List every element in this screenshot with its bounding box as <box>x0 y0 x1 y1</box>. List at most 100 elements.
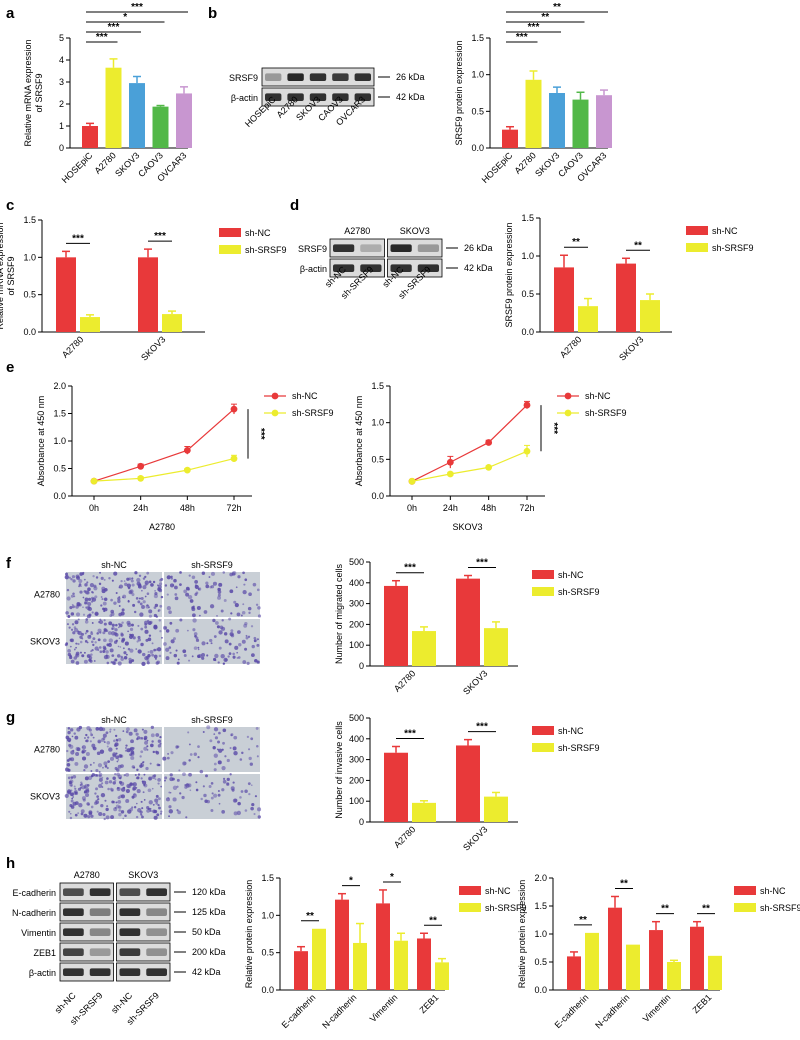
legend-label: sh-NC <box>760 886 786 896</box>
y-tick-label: 200 <box>349 619 364 629</box>
significance-label: *** <box>96 32 108 43</box>
stained-cell <box>189 599 194 603</box>
stained-cell <box>70 628 74 631</box>
stained-cell <box>105 807 109 812</box>
stained-cell <box>117 626 120 629</box>
stained-cell <box>210 796 214 800</box>
bar-sh-NC <box>335 899 349 990</box>
stained-cell <box>197 745 200 748</box>
stained-cell <box>155 802 159 805</box>
panel-label-b: b <box>208 5 217 22</box>
stained-cell <box>220 654 225 659</box>
blot-band <box>119 948 141 956</box>
stained-cell <box>128 590 133 595</box>
y-axis-label: Relative protein expression <box>244 880 254 989</box>
stained-cell <box>151 653 155 657</box>
stained-cell <box>152 803 155 806</box>
stained-cell <box>210 642 213 645</box>
significance-label: *** <box>548 422 559 434</box>
stained-cell <box>95 768 99 773</box>
y-tick-label: 1.5 <box>534 901 547 911</box>
stained-cell <box>194 584 197 587</box>
stained-cell <box>140 762 143 765</box>
stained-cell <box>222 777 226 780</box>
stained-cell <box>81 756 87 761</box>
stained-cell <box>132 786 137 791</box>
western-blot-h: E-cadherin 120 kDa N-cadherin 125 kDa Viment… <box>12 870 226 1027</box>
stained-cell <box>253 636 257 640</box>
stained-cell <box>237 630 241 634</box>
stained-cell <box>183 761 187 766</box>
stained-cell <box>143 773 146 776</box>
stained-cell <box>115 752 118 755</box>
stained-cell <box>125 788 130 794</box>
stained-cell <box>173 578 177 583</box>
data-point <box>408 477 416 485</box>
y-tick-label: 400 <box>349 734 364 744</box>
stained-cell <box>146 745 149 748</box>
stained-cell <box>127 599 130 602</box>
stained-cell <box>209 638 213 643</box>
significance-label: * <box>123 12 127 23</box>
stained-cell <box>104 780 109 785</box>
y-tick-label: 4 <box>59 55 64 65</box>
stained-cell <box>115 804 120 809</box>
panel-label-g: g <box>6 709 15 726</box>
stained-cell <box>213 762 217 766</box>
stained-cell <box>256 643 260 647</box>
stained-cell <box>78 803 83 808</box>
stained-cell <box>128 660 133 664</box>
stained-cell <box>213 635 217 638</box>
stained-cell <box>74 791 77 795</box>
stained-cell <box>192 613 196 618</box>
stained-cell <box>99 571 101 574</box>
stained-cell <box>113 807 118 812</box>
x-tick-label: N-cadherin <box>320 992 358 1030</box>
panel-label-a: a <box>6 5 15 22</box>
stained-cell <box>141 780 144 783</box>
legend-swatch <box>532 570 554 579</box>
stained-cell <box>217 789 220 792</box>
stained-cell <box>70 659 75 664</box>
stained-cell <box>117 799 122 804</box>
stained-cell <box>73 732 76 735</box>
stained-cell <box>120 657 124 661</box>
y-tick-label: 1.5 <box>261 873 274 883</box>
stained-cell <box>176 778 180 782</box>
stained-cell <box>108 643 112 647</box>
stained-cell <box>75 661 80 665</box>
stained-cell <box>123 774 126 777</box>
stained-cell <box>97 739 102 744</box>
stained-cell <box>102 737 106 741</box>
y-axis-label: Relative mRNA expression <box>23 39 33 146</box>
stained-cell <box>192 628 196 632</box>
stained-cell <box>90 814 94 818</box>
stained-cell <box>144 740 148 745</box>
stained-cell <box>167 752 170 755</box>
stained-cell <box>115 592 118 595</box>
stained-cell <box>73 648 76 651</box>
stained-cell <box>74 735 79 740</box>
blot-band <box>89 908 111 916</box>
stained-cell <box>151 787 154 790</box>
stained-cell <box>142 791 145 794</box>
stained-cell <box>64 643 68 647</box>
stained-cell <box>145 638 149 642</box>
stained-cell <box>70 775 74 779</box>
bar-sh-NC <box>554 267 574 332</box>
panel-label-e: e <box>6 359 14 376</box>
stained-cell <box>162 756 167 761</box>
stained-cell <box>113 601 117 605</box>
stained-cell <box>72 592 75 596</box>
stained-cell <box>230 786 235 791</box>
stained-cell <box>168 791 171 794</box>
stained-cell <box>166 606 171 611</box>
stained-cell <box>75 642 78 645</box>
stained-cell <box>79 786 82 789</box>
blot-band <box>89 968 111 976</box>
stained-cell <box>88 634 92 638</box>
stained-cell <box>114 773 117 776</box>
legend-label: sh-NC <box>558 570 584 580</box>
stained-cell <box>217 595 222 600</box>
